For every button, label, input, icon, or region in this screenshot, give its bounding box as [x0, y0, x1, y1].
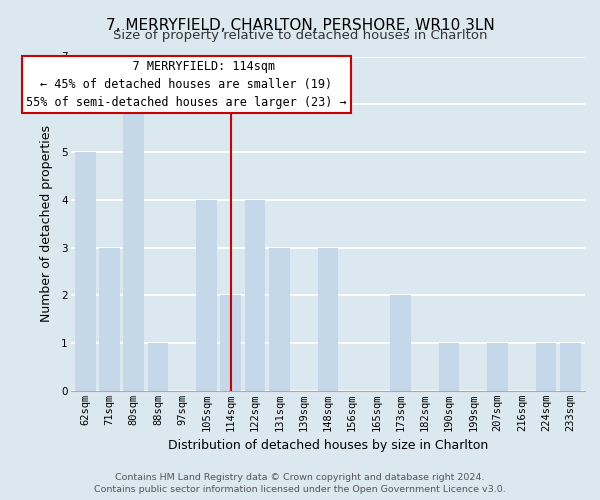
- Bar: [269, 248, 290, 391]
- Bar: [124, 104, 144, 391]
- Bar: [536, 343, 556, 391]
- X-axis label: Distribution of detached houses by size in Charlton: Distribution of detached houses by size …: [168, 440, 488, 452]
- Text: Contains HM Land Registry data © Crown copyright and database right 2024.
Contai: Contains HM Land Registry data © Crown c…: [94, 472, 506, 494]
- Bar: [196, 200, 217, 391]
- Bar: [487, 343, 508, 391]
- Bar: [391, 296, 411, 391]
- Bar: [439, 343, 460, 391]
- Bar: [148, 343, 169, 391]
- Bar: [99, 248, 120, 391]
- Text: Size of property relative to detached houses in Charlton: Size of property relative to detached ho…: [113, 29, 487, 42]
- Text: 7 MERRYFIELD: 114sqm
← 45% of detached houses are smaller (19)
55% of semi-detac: 7 MERRYFIELD: 114sqm ← 45% of detached h…: [26, 60, 347, 109]
- Bar: [220, 296, 241, 391]
- Bar: [245, 200, 265, 391]
- Bar: [560, 343, 581, 391]
- Bar: [317, 248, 338, 391]
- Bar: [75, 152, 95, 391]
- Y-axis label: Number of detached properties: Number of detached properties: [40, 125, 53, 322]
- Text: 7, MERRYFIELD, CHARLTON, PERSHORE, WR10 3LN: 7, MERRYFIELD, CHARLTON, PERSHORE, WR10 …: [106, 18, 494, 32]
